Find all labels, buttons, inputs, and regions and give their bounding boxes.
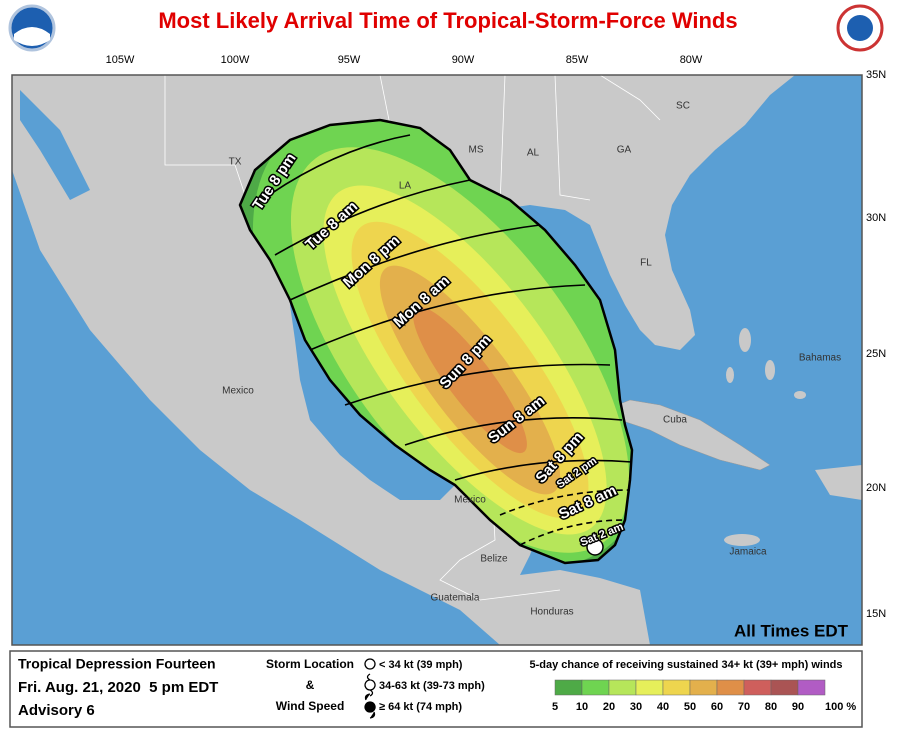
jamaica [724,534,760,546]
scale-label: 20 [603,701,615,713]
key-item: ≥ 64 kt (74 mph) [379,701,462,713]
place-label: Belize [480,554,508,565]
time-note: All Times EDT [734,621,849,640]
scale-swatch [635,679,664,696]
scale-swatch [743,679,772,696]
cone-band [413,306,527,454]
symbol-storm [364,673,376,697]
place-label: Guatemala [431,593,480,604]
isochrones [254,134,633,546]
scale-label: 10 [576,701,588,713]
place-label: GA [617,145,632,156]
scale-label: 80 [765,701,777,713]
bahamas [726,328,806,399]
title: Most Likely Arrival Time of Tropical-Sto… [158,8,737,33]
scale-label: 30 [630,701,642,713]
scale-swatch [608,679,637,696]
place-label: LA [399,181,412,192]
place-label: Jamaica [729,547,767,558]
cuba [599,399,771,471]
lon-label: 85W [566,54,589,66]
place-label: SC [676,101,690,112]
scale-swatch [662,679,691,696]
hispaniola [815,465,862,500]
map: TX LA MS AL GA SC FL Mexico Mexico Cuba Bahamas Jam… [12,75,862,645]
lat-label: 30N [866,212,886,224]
key-heading: Storm Location [266,657,354,671]
lon-label: 80W [680,54,703,66]
lat-label: 35N [866,69,886,81]
place-label: MS [469,145,484,156]
scale-label: 100 % [825,701,856,713]
nws-logo [836,4,884,52]
scale-swatch [581,679,610,696]
lon-label: 90W [452,54,475,66]
gulf-of-california [20,90,90,200]
lat-label: 20N [866,482,886,494]
scale-label: 60 [711,701,723,713]
key-item: < 34 kt (39 mph) [379,659,463,671]
place-label: AL [527,148,540,159]
place-label: Honduras [530,607,573,618]
lon-label: 95W [338,54,361,66]
probability-scale: 5 10 20 30 40 50 60 70 80 90 100 % [552,679,856,713]
place-label: TX [229,157,242,168]
scale-swatch [797,679,826,696]
key-heading: & [306,678,315,692]
scale-swatch [770,679,799,696]
symbol-depression [364,658,376,670]
scale-label: 40 [657,701,669,713]
scale-label: 5 [552,701,558,713]
scale-swatch [716,679,745,696]
lat-label: 25N [866,348,886,360]
lon-label: 100W [221,54,250,66]
scale-swatch [689,679,718,696]
scale-label: 50 [684,701,696,713]
pacific [12,170,500,645]
place-label: Cuba [663,415,687,426]
storm-location [586,538,604,556]
key-heading: Wind Speed [276,699,345,713]
place-label: Mexico [222,386,254,397]
scale-label: 90 [792,701,804,713]
key-item: 34-63 kt (39-73 mph) [379,680,485,692]
scale-swatch [554,679,583,696]
place-label: Bahamas [799,353,841,364]
map-frame [11,74,863,646]
scale-label: 70 [738,701,750,713]
probability-title: 5-day chance of receiving sustained 34+ … [530,659,843,671]
advisory-number: Advisory 6 [18,702,95,719]
symbol-hurricane [364,693,376,719]
noaa-logo [8,4,56,52]
place-label: Mexico [454,495,486,506]
storm-name: Tropical Depression Fourteen [18,656,216,672]
lat-label: 15N [866,608,886,620]
advisory-date: Fri. Aug. 21, 2020 5 pm EDT [18,679,218,696]
lon-label: 105W [106,54,135,66]
place-label: FL [640,258,652,269]
